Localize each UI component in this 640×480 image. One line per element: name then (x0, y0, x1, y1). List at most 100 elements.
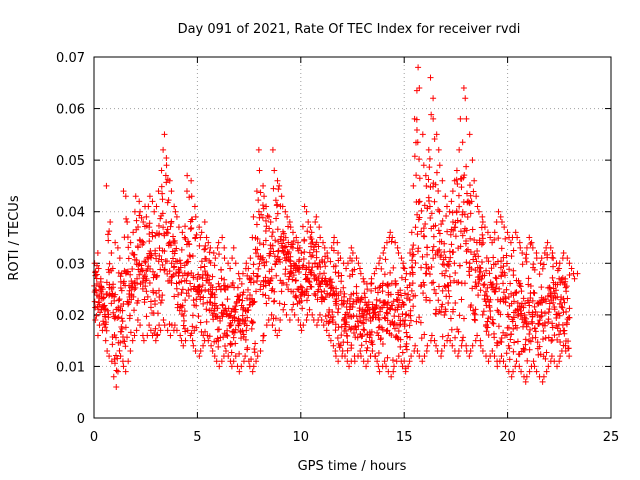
data-point-marker (305, 266, 312, 273)
data-point-marker (313, 248, 320, 255)
data-point-marker (164, 258, 171, 265)
data-point-marker (381, 358, 388, 365)
data-point-marker (510, 314, 517, 321)
data-point-marker (178, 289, 185, 296)
data-point-marker (329, 308, 336, 315)
x-tick-label: 10 (293, 430, 310, 445)
data-point-marker (503, 252, 510, 259)
data-point-marker (416, 353, 423, 360)
data-point-marker (168, 279, 175, 286)
data-point-marker (368, 280, 375, 287)
data-point-marker (387, 229, 394, 236)
data-point-marker (260, 182, 267, 189)
data-point-marker (211, 294, 218, 301)
data-point-marker (278, 288, 285, 295)
data-point-marker (512, 229, 519, 236)
data-point-marker (186, 241, 193, 248)
data-point-marker (289, 276, 296, 283)
data-point-marker (516, 363, 523, 370)
data-point-marker (178, 304, 185, 311)
data-point-marker (250, 261, 257, 268)
data-point-marker (156, 287, 163, 294)
data-point-marker (343, 265, 350, 272)
data-point-marker (520, 345, 527, 352)
data-point-marker (514, 234, 521, 241)
data-point-marker (447, 279, 454, 286)
data-point-marker (239, 270, 246, 277)
data-point-marker (503, 260, 510, 267)
data-point-marker (116, 296, 123, 303)
data-point-marker (349, 249, 356, 256)
data-point-marker (473, 283, 480, 290)
data-point-marker (408, 287, 415, 294)
data-point-marker (150, 289, 157, 296)
data-point-marker (159, 196, 166, 203)
data-point-marker (558, 303, 565, 310)
data-point-marker (463, 190, 470, 197)
data-point-marker (392, 239, 399, 246)
data-point-marker (363, 363, 370, 370)
data-point-marker (463, 227, 470, 234)
data-point-marker (132, 284, 139, 291)
data-point-marker (348, 325, 355, 332)
data-point-marker (408, 264, 415, 271)
data-point-marker (322, 313, 329, 320)
data-point-marker (447, 254, 454, 261)
data-point-marker (140, 337, 147, 344)
data-point-marker (201, 246, 208, 253)
data-point-marker (424, 244, 431, 251)
data-point-marker (466, 272, 473, 279)
data-point-marker (117, 273, 124, 280)
data-point-marker (200, 300, 207, 307)
data-point-marker (340, 298, 347, 305)
data-point-marker (196, 353, 203, 360)
data-point-marker (298, 284, 305, 291)
data-point-marker (196, 274, 203, 281)
data-point-marker (514, 338, 521, 345)
data-point-marker (183, 188, 190, 195)
data-point-marker (344, 332, 351, 339)
data-point-marker (332, 353, 339, 360)
data-point-marker (298, 249, 305, 256)
data-point-marker (502, 235, 509, 242)
data-point-marker (447, 231, 454, 238)
data-point-marker (376, 368, 383, 375)
data-point-marker (482, 288, 489, 295)
data-point-marker (299, 305, 306, 312)
data-point-marker (275, 248, 282, 255)
data-point-marker (409, 253, 416, 260)
data-point-marker (185, 293, 192, 300)
data-point-marker (333, 298, 340, 305)
data-point-marker (536, 343, 543, 350)
data-point-marker (109, 265, 116, 272)
data-point-marker (470, 256, 477, 263)
data-point-marker (409, 257, 416, 264)
data-point-marker (384, 317, 391, 324)
data-point-marker (127, 239, 134, 246)
data-point-marker (409, 246, 416, 253)
data-point-marker (389, 234, 396, 241)
data-point-marker (383, 328, 390, 335)
data-point-marker (334, 309, 341, 316)
data-point-marker (95, 265, 102, 272)
data-point-marker (479, 213, 486, 220)
data-point-marker (305, 219, 312, 226)
data-point-marker (198, 258, 205, 265)
data-point-marker (360, 320, 367, 327)
data-point-marker (480, 282, 487, 289)
data-point-marker (139, 238, 146, 245)
data-point-marker (293, 262, 300, 269)
data-point-marker (142, 277, 149, 284)
data-point-marker (430, 115, 437, 122)
data-point-marker (418, 207, 425, 214)
data-point-marker (513, 358, 520, 365)
data-point-marker (388, 373, 395, 380)
data-point-marker (187, 253, 194, 260)
data-point-marker (312, 219, 319, 226)
data-point-marker (561, 330, 568, 337)
data-point-marker (508, 373, 515, 380)
data-point-marker (503, 332, 510, 339)
data-point-marker (229, 255, 236, 262)
data-point-marker (430, 95, 437, 102)
data-point-marker (551, 290, 558, 297)
